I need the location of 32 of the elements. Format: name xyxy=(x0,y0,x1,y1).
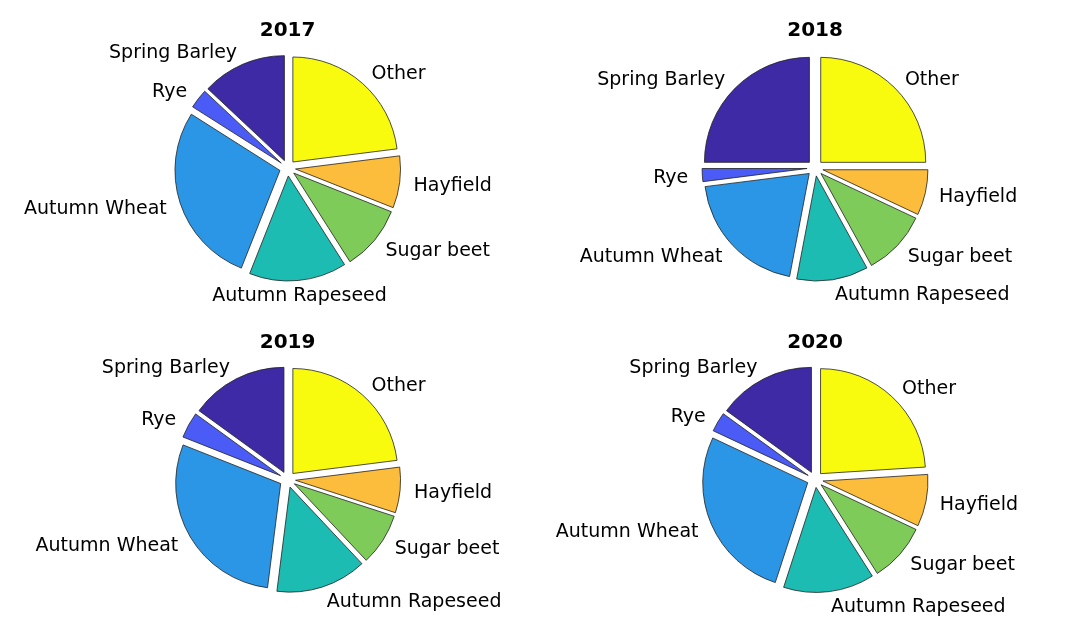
slice-label: Other xyxy=(371,372,426,395)
slice-label: Hayfield xyxy=(413,172,492,195)
slice-label: Autumn Wheat xyxy=(24,195,167,218)
slice-label: Autumn Wheat xyxy=(579,243,723,266)
chart-title: 2017 xyxy=(259,17,316,41)
chart-title: 2019 xyxy=(259,328,316,353)
slice-label: Autumn Wheat xyxy=(555,518,699,541)
slice-label: Autumn Rapeseed xyxy=(326,588,502,611)
slice-label: Autumn Wheat xyxy=(35,532,179,555)
slice-label: Autumn Rapeseed xyxy=(834,282,1010,305)
slice-label: Other xyxy=(904,66,960,89)
slice-label: Rye xyxy=(653,164,689,187)
slice-label: Autumn Rapeseed xyxy=(212,283,387,306)
slice-label: Hayfield xyxy=(939,491,1018,514)
slice-label: Spring Barley xyxy=(597,66,726,89)
slice-label: Sugar beet xyxy=(394,536,500,559)
slice-label: Sugar beet xyxy=(910,552,1015,575)
slice-label: Sugar beet xyxy=(385,237,490,260)
slice-label: Rye xyxy=(141,406,177,429)
slice-label: Spring Barley xyxy=(101,354,230,377)
slice-label: Hayfield xyxy=(414,480,493,503)
chart-title: 2020 xyxy=(787,328,843,353)
slice-label: Other xyxy=(902,375,957,398)
slice-label: Other xyxy=(371,61,426,84)
slice-label: Autumn Rapeseed xyxy=(830,594,1006,617)
slice-label: Spring Barley xyxy=(109,40,238,63)
slice-label: Rye xyxy=(152,78,188,101)
chart-title: 2018 xyxy=(787,17,843,41)
slice-label: Spring Barley xyxy=(629,354,758,377)
slice-label: Hayfield xyxy=(939,184,1018,207)
slice-label: Sugar beet xyxy=(907,243,1013,266)
slice-label: Rye xyxy=(670,403,706,426)
